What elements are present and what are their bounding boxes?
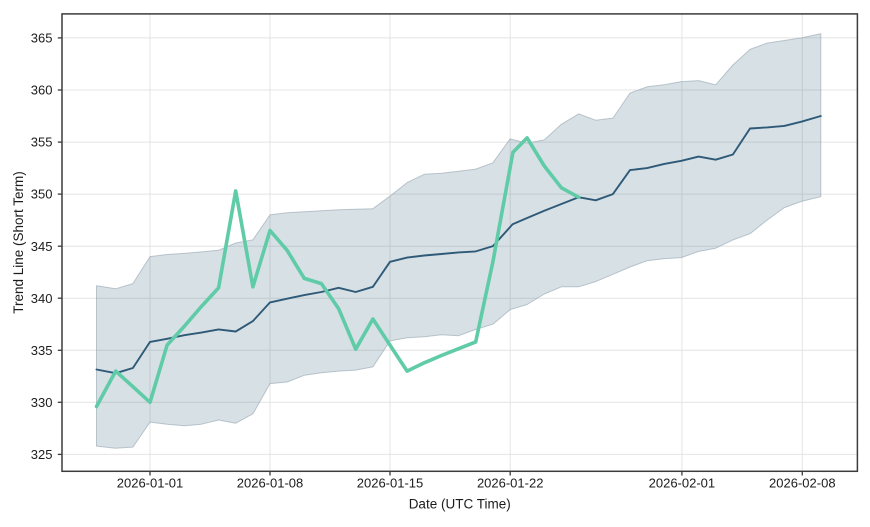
svg-text:2026-01-08: 2026-01-08 [237, 476, 304, 491]
svg-text:2026-02-01: 2026-02-01 [649, 476, 716, 491]
svg-text:335: 335 [31, 343, 53, 358]
svg-text:345: 345 [31, 239, 53, 254]
svg-text:350: 350 [31, 187, 53, 202]
svg-text:2026-01-22: 2026-01-22 [477, 476, 544, 491]
svg-text:360: 360 [31, 83, 53, 98]
svg-text:325: 325 [31, 447, 53, 462]
svg-text:2026-02-08: 2026-02-08 [769, 476, 836, 491]
svg-text:2026-01-15: 2026-01-15 [357, 476, 424, 491]
svg-text:355: 355 [31, 135, 53, 150]
svg-text:330: 330 [31, 395, 53, 410]
svg-text:340: 340 [31, 291, 53, 306]
svg-text:365: 365 [31, 31, 53, 46]
svg-text:Date (UTC Time): Date (UTC Time) [409, 497, 511, 512]
svg-text:Trend Line (Short Term): Trend Line (Short Term) [11, 171, 26, 314]
svg-text:2026-01-01: 2026-01-01 [117, 476, 184, 491]
